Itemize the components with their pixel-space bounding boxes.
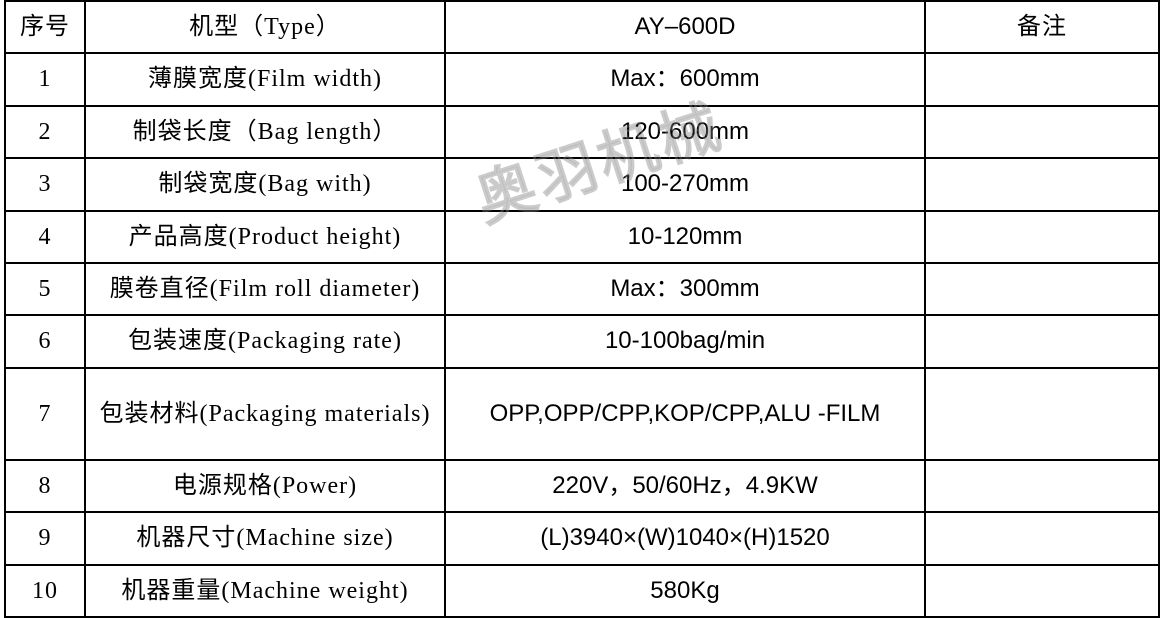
cell-label: 制袋长度（Bag length）: [85, 106, 445, 158]
cell-idx: 3: [5, 158, 85, 210]
cell-idx: 9: [5, 512, 85, 564]
table-row: 6包装速度(Packaging rate)10-100bag/min: [5, 315, 1159, 367]
spec-table: 序号 机型（Type） AY–600D 备注 1薄膜宽度(Film width)…: [4, 0, 1160, 618]
cell-label: 产品高度(Product height): [85, 211, 445, 263]
cell-note: [925, 53, 1159, 105]
cell-note: [925, 460, 1159, 512]
cell-idx: 4: [5, 211, 85, 263]
cell-value: 220V，50/60Hz，4.9KW: [445, 460, 925, 512]
cell-label: 膜卷直径(Film roll diameter): [85, 263, 445, 315]
cell-note: [925, 263, 1159, 315]
cell-note: [925, 565, 1159, 617]
cell-idx: 5: [5, 263, 85, 315]
cell-note: [925, 512, 1159, 564]
header-type: 机型（Type）: [85, 1, 445, 53]
cell-idx: 1: [5, 53, 85, 105]
cell-value: 10-100bag/min: [445, 315, 925, 367]
table-row: 7包装材料(Packaging materials)OPP,OPP/CPP,KO…: [5, 368, 1159, 460]
cell-note: [925, 211, 1159, 263]
cell-value: Max：300mm: [445, 263, 925, 315]
table-row: 8电源规格(Power)220V，50/60Hz，4.9KW: [5, 460, 1159, 512]
table-row: 9机器尺寸(Machine size)(L)3940×(W)1040×(H)15…: [5, 512, 1159, 564]
cell-note: [925, 368, 1159, 460]
cell-value: 100-270mm: [445, 158, 925, 210]
cell-label: 机器重量(Machine weight): [85, 565, 445, 617]
cell-idx: 10: [5, 565, 85, 617]
cell-label: 电源规格(Power): [85, 460, 445, 512]
table-row: 4产品高度(Product height)10-120mm: [5, 211, 1159, 263]
cell-value: 120-600mm: [445, 106, 925, 158]
cell-value: 10-120mm: [445, 211, 925, 263]
table-row: 1薄膜宽度(Film width)Max：600mm: [5, 53, 1159, 105]
cell-value: 580Kg: [445, 565, 925, 617]
cell-label: 机器尺寸(Machine size): [85, 512, 445, 564]
cell-idx: 7: [5, 368, 85, 460]
cell-label: 薄膜宽度(Film width): [85, 53, 445, 105]
cell-label: 包装材料(Packaging materials): [85, 368, 445, 460]
table-header-row: 序号 机型（Type） AY–600D 备注: [5, 1, 1159, 53]
cell-label: 包装速度(Packaging rate): [85, 315, 445, 367]
cell-value: (L)3940×(W)1040×(H)1520: [445, 512, 925, 564]
spec-table-body: 1薄膜宽度(Film width)Max：600mm2制袋长度（Bag leng…: [5, 53, 1159, 617]
cell-value: OPP,OPP/CPP,KOP/CPP,ALU -FILM: [445, 368, 925, 460]
table-row: 10机器重量(Machine weight)580Kg: [5, 565, 1159, 617]
cell-idx: 8: [5, 460, 85, 512]
cell-idx: 6: [5, 315, 85, 367]
cell-note: [925, 315, 1159, 367]
cell-note: [925, 158, 1159, 210]
header-model: AY–600D: [445, 1, 925, 53]
cell-note: [925, 106, 1159, 158]
cell-idx: 2: [5, 106, 85, 158]
table-row: 3制袋宽度(Bag with)100-270mm: [5, 158, 1159, 210]
cell-value: Max：600mm: [445, 53, 925, 105]
table-row: 2制袋长度（Bag length）120-600mm: [5, 106, 1159, 158]
header-note: 备注: [925, 1, 1159, 53]
cell-label: 制袋宽度(Bag with): [85, 158, 445, 210]
header-idx: 序号: [5, 1, 85, 53]
table-row: 5膜卷直径(Film roll diameter)Max：300mm: [5, 263, 1159, 315]
